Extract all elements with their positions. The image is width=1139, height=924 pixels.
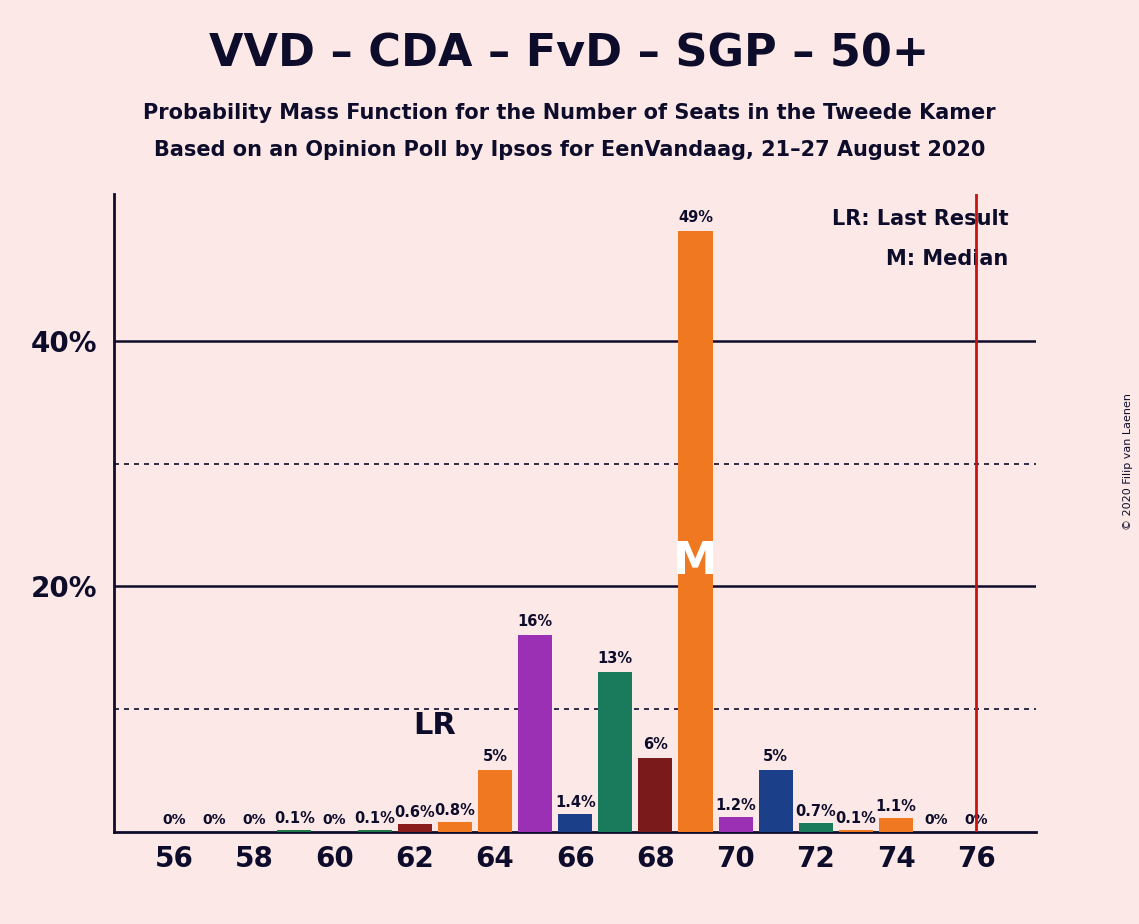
Bar xyxy=(398,824,432,832)
Text: 1.2%: 1.2% xyxy=(715,797,756,812)
Text: 49%: 49% xyxy=(678,210,713,225)
Text: 0%: 0% xyxy=(203,813,226,827)
Text: 0%: 0% xyxy=(322,813,346,827)
Text: 13%: 13% xyxy=(598,651,633,666)
Text: 5%: 5% xyxy=(483,749,508,764)
Text: 0.8%: 0.8% xyxy=(434,803,475,818)
Text: LR: Last Result: LR: Last Result xyxy=(831,209,1008,229)
Bar xyxy=(518,636,552,832)
Text: 0.7%: 0.7% xyxy=(795,804,836,819)
Text: 0%: 0% xyxy=(162,813,186,827)
Bar xyxy=(558,814,592,832)
Text: 0%: 0% xyxy=(965,813,989,827)
Text: 0.6%: 0.6% xyxy=(394,805,435,820)
Text: 0.1%: 0.1% xyxy=(836,811,876,826)
Text: 1.1%: 1.1% xyxy=(876,799,917,814)
Bar xyxy=(638,758,672,832)
Bar xyxy=(719,817,753,832)
Bar xyxy=(879,818,913,832)
Text: Probability Mass Function for the Number of Seats in the Tweede Kamer: Probability Mass Function for the Number… xyxy=(144,103,995,124)
Bar xyxy=(798,823,833,832)
Bar xyxy=(437,821,472,832)
Text: 5%: 5% xyxy=(763,749,788,764)
Text: 0.1%: 0.1% xyxy=(354,811,395,826)
Text: 6%: 6% xyxy=(644,737,667,752)
Bar xyxy=(839,831,872,832)
Bar xyxy=(478,771,513,832)
Text: Based on an Opinion Poll by Ipsos for EenVandaag, 21–27 August 2020: Based on an Opinion Poll by Ipsos for Ee… xyxy=(154,140,985,161)
Text: LR: LR xyxy=(413,711,457,739)
Text: 0%: 0% xyxy=(925,813,948,827)
Text: 16%: 16% xyxy=(517,614,552,629)
Bar xyxy=(598,673,632,832)
Text: 0.1%: 0.1% xyxy=(274,811,314,826)
Bar xyxy=(679,231,713,832)
Text: M: Median: M: Median xyxy=(886,249,1008,269)
Bar xyxy=(759,771,793,832)
Text: 1.4%: 1.4% xyxy=(555,796,596,810)
Text: 0%: 0% xyxy=(243,813,267,827)
Text: M: M xyxy=(673,540,718,583)
Text: VVD – CDA – FvD – SGP – 50+: VVD – CDA – FvD – SGP – 50+ xyxy=(210,32,929,76)
Bar xyxy=(278,831,311,832)
Text: © 2020 Filip van Laenen: © 2020 Filip van Laenen xyxy=(1123,394,1133,530)
Bar xyxy=(358,831,392,832)
